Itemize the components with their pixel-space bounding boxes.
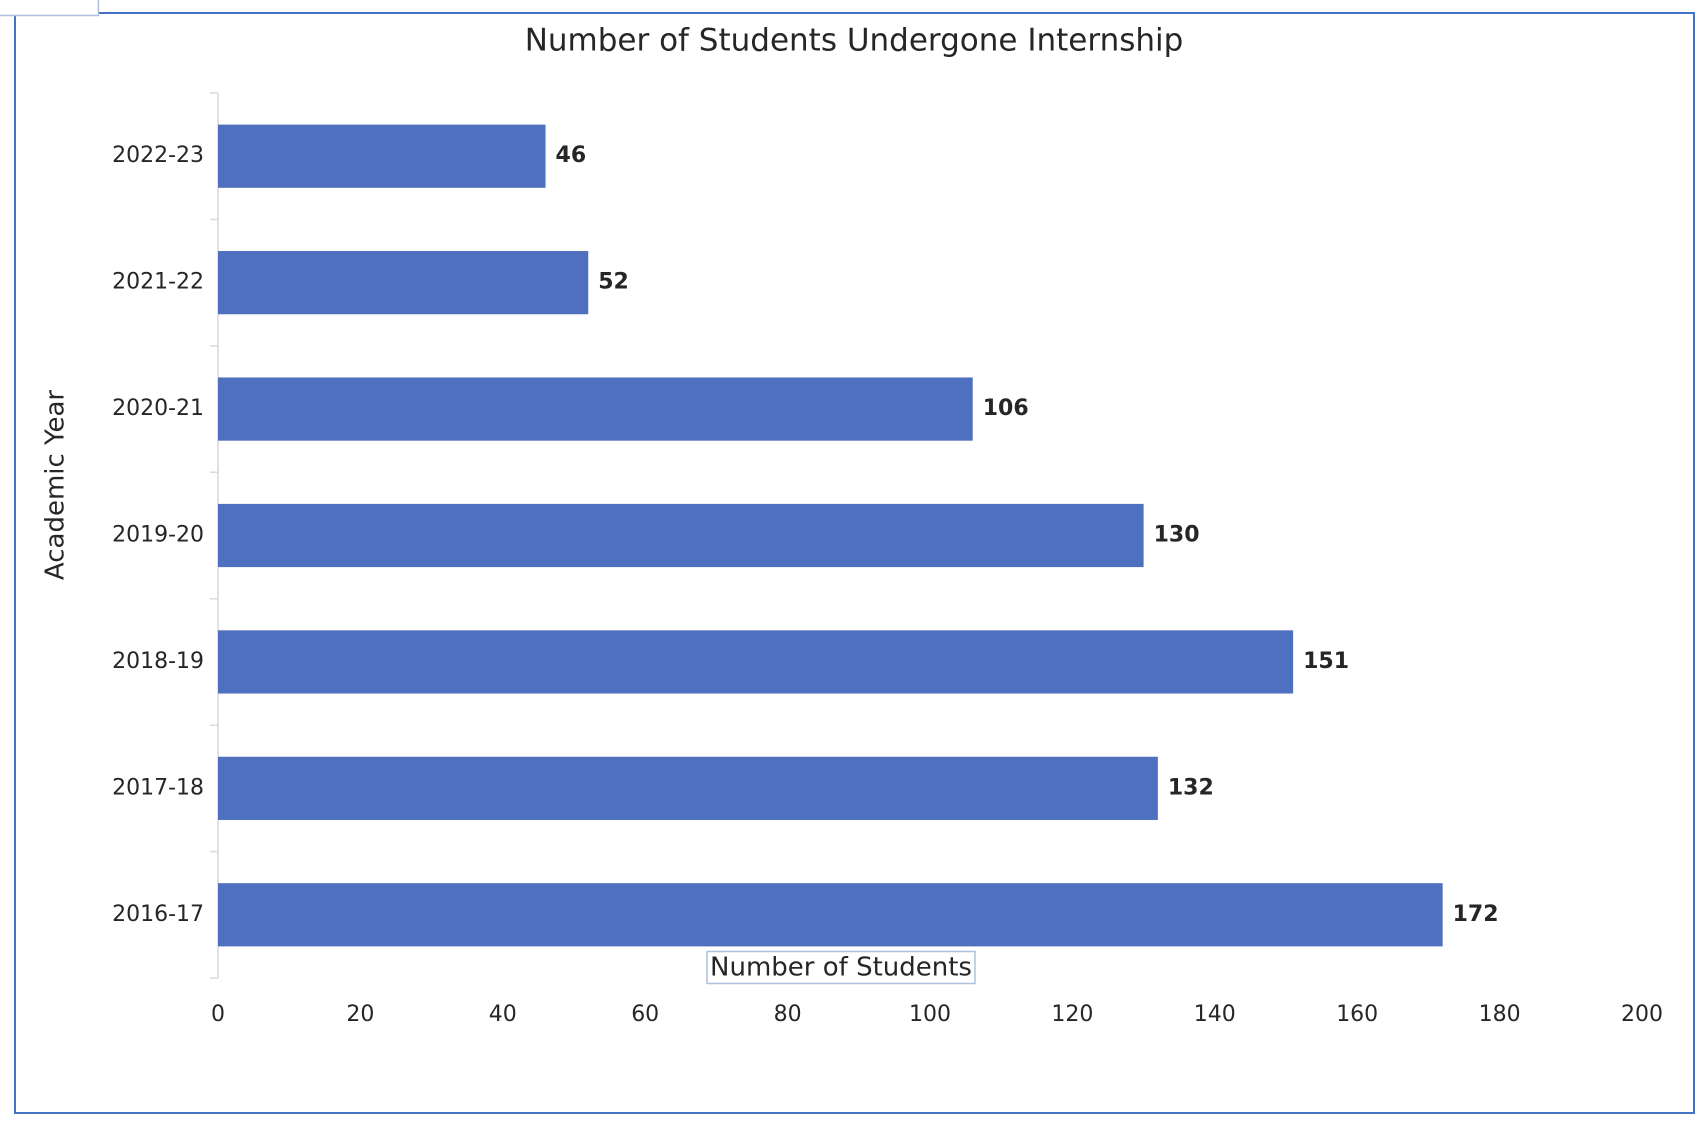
data-label: 106 — [983, 396, 1029, 421]
y-tick-label: 2017-18 — [112, 775, 204, 800]
chart-title: Number of Students Undergone Internship — [525, 23, 1184, 59]
y-axis-title-box — [0, 0, 100, 17]
bar — [218, 503, 1144, 568]
data-label: 46 — [556, 143, 587, 168]
x-tick-label: 0 — [211, 1002, 225, 1027]
bar — [218, 251, 589, 315]
x-tick-label: 40 — [489, 1002, 517, 1027]
y-tick-label: 2022-23 — [112, 143, 204, 168]
data-label: 172 — [1453, 902, 1499, 927]
y-axis-title: Academic Year — [41, 390, 71, 581]
x-tick-label: 20 — [346, 1002, 374, 1027]
bar — [218, 756, 1158, 820]
y-tick-label: 2020-21 — [112, 396, 204, 421]
bar — [218, 124, 546, 188]
y-tick-label: 2018-19 — [112, 649, 204, 674]
x-axis-title-box — [706, 950, 976, 985]
x-tick-label: 100 — [909, 1002, 951, 1027]
x-tick-label: 80 — [774, 1002, 802, 1027]
x-tick-label: 60 — [631, 1002, 659, 1027]
data-label: 151 — [1303, 649, 1349, 674]
x-tick-label: 140 — [1194, 1002, 1236, 1027]
y-tick-label: 2021-22 — [112, 270, 204, 295]
y-tick-label: 2016-17 — [112, 902, 204, 927]
bar — [218, 883, 1443, 947]
data-label: 52 — [598, 270, 629, 295]
bar — [218, 377, 973, 441]
x-tick-label: 160 — [1336, 1002, 1378, 1027]
x-axis-title: Number of Students — [710, 953, 972, 983]
x-tick-label: 120 — [1051, 1002, 1093, 1027]
data-label: 132 — [1168, 775, 1214, 800]
x-tick-label: 180 — [1479, 1002, 1521, 1027]
data-label: 130 — [1154, 523, 1200, 548]
y-tick-label: 2019-20 — [112, 523, 204, 548]
bar — [218, 630, 1294, 694]
x-tick-label: 200 — [1621, 1002, 1663, 1027]
